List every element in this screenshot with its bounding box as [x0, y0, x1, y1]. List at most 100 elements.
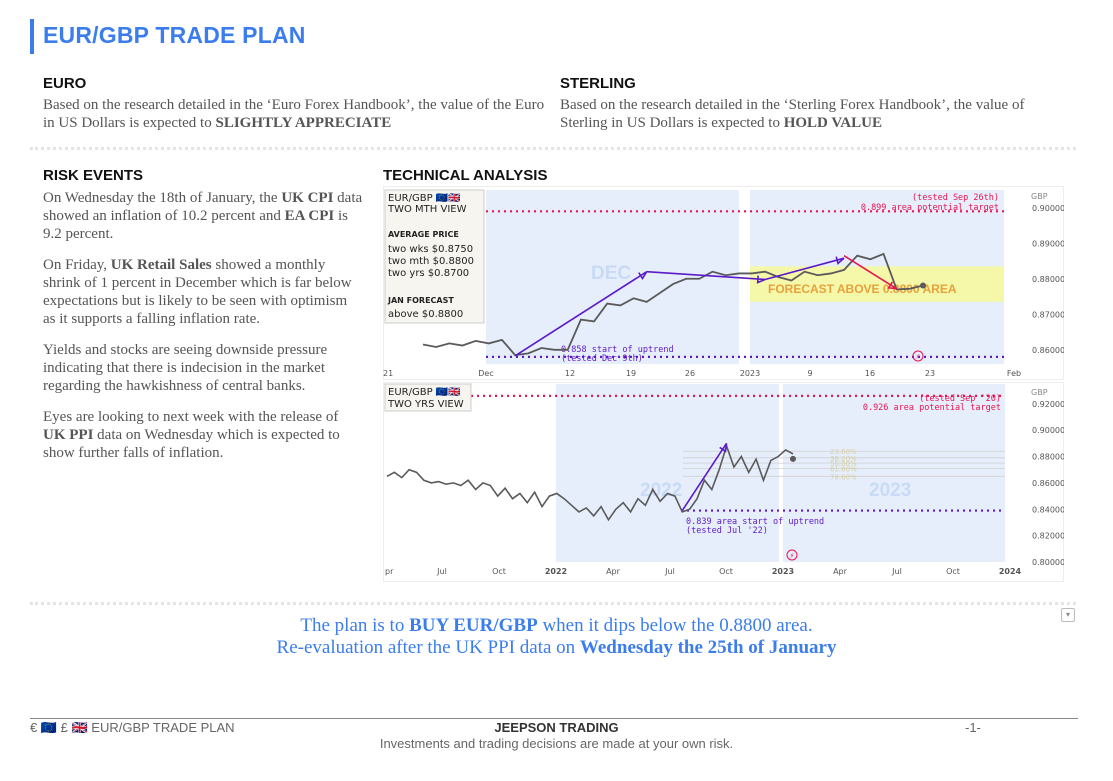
chart-two-years: 2022 2023 23.60%38.20%50.00%61.80%78.60%… [383, 382, 1064, 582]
x-tick-label: Feb [1007, 369, 1021, 378]
trend-arrows [514, 255, 898, 357]
view-label: TWO MTH VIEW [387, 204, 467, 215]
footer-disclaimer: Investments and trading decisions are ma… [379, 736, 734, 751]
avg-line-3: two yrs $0.8700 [388, 268, 469, 279]
dec-band [486, 190, 739, 364]
fib-label: 50.00% [830, 460, 857, 468]
currency-label: GBP [1031, 192, 1048, 201]
footer-left: € 🇪🇺 £ 🇬🇧 EUR/GBP TRADE PLAN [30, 720, 235, 735]
event-bolt-icon: ⚡ [916, 353, 921, 361]
page-number: -1- [965, 720, 981, 735]
forecast-value: above $0.8800 [388, 309, 463, 320]
y-tick-label: 0.92000 [1032, 400, 1064, 409]
y-tick-label: 0.84000 [1032, 505, 1064, 514]
y-axis: 0.92000 0.90000 0.88000 0.86000 0.84000 0.820… [1032, 400, 1064, 567]
sterling-heading: STERLING [560, 75, 636, 92]
fib-label: 78.60% [830, 473, 857, 481]
fib-label: 23.60% [830, 448, 857, 456]
y-tick-label: 0.86000 [1032, 346, 1064, 355]
chart-two-month: DEC FORECAST ABOVE 0.8800 AREA (tested S… [383, 186, 1064, 380]
risk-p4-c: data on Wednesday which is expected to s… [43, 427, 340, 461]
uptrend-arrow-1-head [756, 275, 766, 284]
x-tick-label: Apr [606, 567, 621, 576]
uptrend-arrow-0 [514, 270, 648, 357]
x-tick-label: 2023 [740, 369, 760, 378]
x-tick-label: 12 [565, 369, 575, 378]
divider-top [30, 147, 1076, 150]
risk-para-1: On Wednesday the 18th of January, the UK… [43, 189, 363, 243]
x-tick-label: 9 [807, 369, 812, 378]
title-accent-bar [30, 19, 34, 54]
risk-p2-b: UK Retail Sales [110, 257, 212, 273]
y-tick-label: 0.88000 [1032, 453, 1064, 462]
x-axis: 21 Dec 12 19 26 2023 9 16 23 Feb [383, 369, 1021, 378]
y-tick-label: 0.80000 [1032, 558, 1064, 567]
divider-bottom [30, 602, 1076, 605]
pair-label: EUR/GBP 🇪🇺🇬🇧 [388, 386, 461, 398]
uptrend-arrow-2-head [835, 256, 845, 265]
plan-l1-c: when it dips below the 0.8800 area. [537, 615, 813, 636]
sterling-text: Based on the research detailed in the ‘S… [560, 96, 1065, 132]
event-icon [912, 350, 924, 362]
y-tick-label: 0.89000 [1032, 239, 1064, 248]
target-note-2: 0.899 area potential target [861, 203, 999, 213]
avg-line-1: two wks $0.8750 [388, 244, 473, 255]
support-note-1: 0.858 start of uptrend [561, 345, 674, 355]
risk-events-heading: RISK EVENTS [43, 167, 144, 184]
plan-date: Wednesday the 25th of January [579, 637, 837, 658]
year-2023-band [783, 384, 1005, 562]
support-note-2: (tested Jul '22) [686, 526, 768, 536]
euro-text-body: Based on the research detailed in the ‘E… [43, 97, 545, 131]
y-tick-label: 0.90000 [1032, 426, 1064, 435]
fib-label: 38.20% [830, 455, 857, 463]
x-tick-label: Dec [478, 369, 493, 378]
risk-p4-a: Eyes are looking to next week with the r… [43, 409, 339, 425]
risk-p1-b: UK CPI [281, 190, 334, 206]
info-box [384, 189, 485, 324]
x-tick-label: 26 [685, 369, 695, 378]
forecast-title: JAN FORECAST [387, 296, 454, 305]
euro-outlook: SLIGHTLY APPRECIATE [215, 115, 392, 131]
downtrend-arrow-head [887, 281, 897, 290]
x-tick-label: Jul [436, 567, 447, 576]
y-tick-label: 0.87000 [1032, 310, 1064, 319]
risk-p1-e: is 9.2 percent. [43, 208, 348, 242]
forecast-zone-label: FORECAST ABOVE 0.8800 AREA [768, 282, 957, 296]
x-tick-label: 19 [626, 369, 636, 378]
x-tick-label: 2023 [772, 567, 794, 576]
collapse-toggle-icon[interactable]: ▾ [1061, 608, 1075, 622]
risk-para-4: Eyes are looking to next week with the r… [43, 408, 363, 462]
euro-heading: EURO [43, 75, 87, 92]
x-tick-label: 16 [865, 369, 875, 378]
risk-para-2: On Friday, UK Retail Sales showed a mont… [43, 256, 363, 328]
x-tick-label: Oct [719, 567, 733, 576]
risk-p4-b: UK PPI [43, 427, 94, 443]
y-tick-label: 0.82000 [1032, 532, 1064, 541]
risk-p2-c: showed a monthly shrink of 1 percent in … [43, 257, 352, 327]
x-tick-label: pr [385, 567, 394, 576]
uptrend-arrow-2 [764, 257, 845, 281]
page-title: EUR/GBP TRADE PLAN [43, 22, 306, 48]
uptrend-arrow [681, 442, 728, 512]
y-tick-label: 0.88000 [1032, 275, 1064, 284]
plan-l2-a: Re-evaluation after the UK PPI data on [276, 637, 580, 658]
y-tick-label: 0.86000 [1032, 479, 1064, 488]
uptrend-arrow-0-head [638, 271, 648, 280]
x-tick-label: 2024 [999, 567, 1022, 576]
plan-l1-a: The plan is to [300, 615, 410, 636]
sterling-outlook: HOLD VALUE [783, 115, 882, 131]
avg-title: AVERAGE PRICE [388, 230, 459, 239]
x-axis: pr Jul Oct 2022 Apr Jul Oct 2023 Apr Jul Oct 2024 [385, 567, 1022, 576]
y-axis: 0.90000 0.89000 0.88000 0.87000 0.86000 [1032, 204, 1064, 355]
x-tick-label: 2022 [545, 567, 567, 576]
x-tick-label: Oct [492, 567, 506, 576]
avg-line-2: two mth $0.8800 [388, 256, 474, 267]
footer-brand: JEEPSON TRADING [494, 720, 619, 735]
y-tick-label: 0.90000 [1032, 204, 1064, 213]
year-2022-band [556, 384, 779, 562]
last-price-dot [790, 455, 796, 462]
x-tick-label: Jul [891, 567, 902, 576]
risk-p1-a: On Wednesday the 18th of January, the [43, 190, 282, 206]
risk-p1-c: data showed an inflation of 10.2 percent… [43, 190, 363, 224]
x-tick-label: Oct [946, 567, 960, 576]
